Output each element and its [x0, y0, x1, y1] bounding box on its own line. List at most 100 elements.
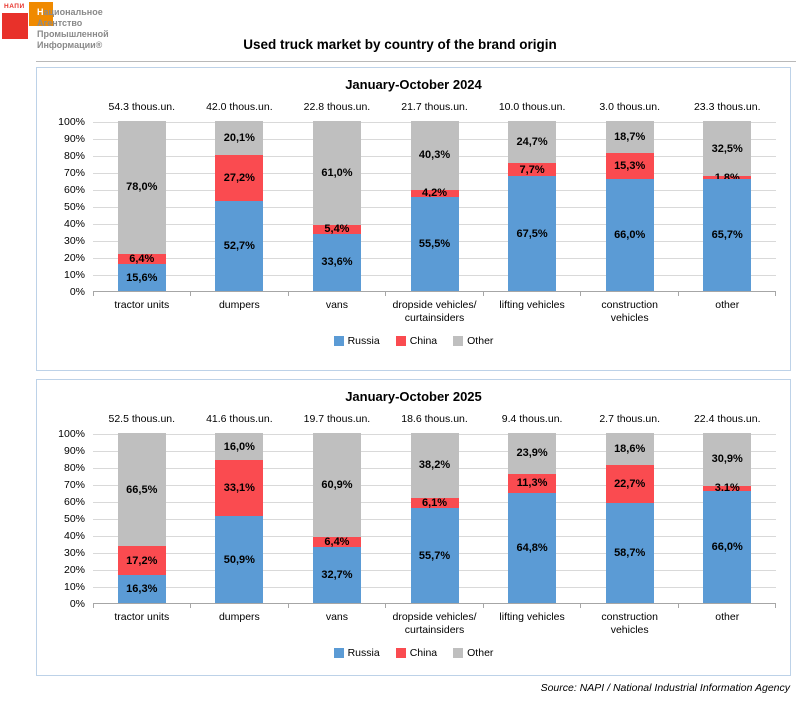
segment-value-label: 78,0% [126, 181, 158, 194]
y-tick-label: 40% [63, 530, 85, 542]
x-category-label: tractor units [93, 611, 191, 636]
legend-item-china: China [395, 335, 438, 347]
bar-segment-other: 20,1% [215, 121, 264, 156]
x-axis-tick [482, 292, 580, 296]
legend-label: Russia [347, 647, 380, 659]
bar-segment-china: 4,2% [410, 187, 459, 199]
bar-column: 23,9% 11,3% 64,8% [483, 433, 581, 603]
x-category-label-line: lifting vehicles [499, 611, 565, 623]
bar-segment-russia: 33,6% [312, 233, 361, 291]
x-axis-tick [580, 604, 677, 608]
gridlines: 66,5% 17,2% 16,3% 16,0% 33,1% 50,9% 60,9% 6,4% 3… [93, 433, 776, 604]
y-tick-label: 90% [63, 133, 85, 145]
x-category-label-line: construction [601, 299, 658, 311]
bar-segment-china: 6,4% [312, 536, 361, 548]
bar-segment-russia: 55,5% [410, 196, 459, 291]
bar-column: 16,0% 33,1% 50,9% [191, 433, 289, 603]
x-category-label-line: other [715, 299, 740, 311]
napi-logo-orange-square-icon [29, 2, 53, 26]
x-category-label: dropside vehicles/curtainsiders [386, 611, 484, 636]
segment-value-label: 52,7% [223, 240, 255, 253]
bar-column: 32,5% 1,8% 65,7% [678, 121, 776, 291]
bar-segment-other: 38,2% [410, 433, 459, 498]
bar-segment-russia: 50,9% [215, 516, 264, 603]
segment-value-label: 50,9% [223, 553, 255, 566]
bar-segment-russia: 66,0% [605, 178, 654, 291]
legend-item-other: Other [453, 335, 493, 347]
y-tick-label: 0% [69, 598, 85, 610]
x-category-label-line: vans [325, 611, 349, 623]
x-category-label: lifting vehicles [483, 611, 581, 636]
x-axis-labels: tractor units dumpers vans dropside vehicle… [37, 611, 790, 636]
stacked-bar: 40,3% 4,2% 55,5% [410, 121, 459, 291]
stacked-bar: 23,9% 11,3% 64,8% [508, 433, 557, 603]
total-label: 2.7 thous.un. [599, 413, 661, 425]
x-category-label-line: tractor units [114, 611, 170, 623]
bar-segment-russia: 66,0% [703, 490, 752, 603]
segment-value-label: 17,2% [126, 554, 158, 567]
segment-value-label: 40,3% [418, 149, 451, 162]
x-category-label: construction vehicles [581, 611, 679, 636]
bar-segment-other: 66,5% [117, 433, 166, 547]
y-tick-label: 10% [63, 581, 85, 593]
segment-value-label: 30,9% [711, 453, 743, 466]
segment-value-label: 66,0% [711, 540, 743, 553]
y-tick-label: 80% [63, 150, 85, 162]
x-category-label: lifting vehicles [483, 299, 581, 324]
bar-segment-china: 22,7% [605, 464, 654, 504]
x-axis-tick [190, 604, 287, 608]
x-category-label: dumpers [191, 299, 289, 324]
x-axis-tick [287, 604, 385, 608]
stacked-bar: 60,9% 6,4% 32,7% [312, 433, 361, 603]
napi-logo-capital-letter: Н [37, 7, 44, 17]
napi-logo-text: Национальное Агентство Промышленной Информа… [37, 7, 109, 51]
y-tick-label: 60% [63, 496, 85, 508]
bar-segment-other: 23,9% [508, 433, 557, 474]
total-label: 23.3 thous.un. [693, 101, 761, 113]
y-tick-label: 60% [63, 184, 85, 196]
stacked-bar: 18,6% 22,7% 58,7% [605, 433, 654, 603]
segment-value-label: 33,1% [223, 482, 255, 495]
total-label: 10.0 thous.un. [498, 101, 566, 113]
x-category-label: other [678, 611, 776, 636]
x-category-label: vans [288, 611, 386, 636]
stacked-bar: 24,7% 7,7% 67,5% [508, 121, 557, 291]
bar-segment-russia: 16,3% [117, 575, 166, 603]
x-category-label-line: vans [325, 299, 349, 311]
bar-segment-china: 15,3% [605, 152, 654, 179]
stacked-bar: 38,2% 6,1% 55,7% [410, 433, 459, 603]
bar-column: 61,0% 5,4% 33,6% [288, 121, 386, 291]
legend: Russia China Other [37, 647, 790, 659]
legend-label: China [409, 335, 438, 347]
bar-column: 78,0% 6,4% 15,6% [93, 121, 191, 291]
segment-value-label: 32,7% [321, 569, 353, 582]
bar-columns: 66,5% 17,2% 16,3% 16,0% 33,1% 50,9% 60,9% 6,4% 3… [93, 433, 776, 603]
total-label: 22.4 thous.un. [693, 413, 761, 425]
legend-label: Other [467, 335, 494, 347]
y-axis: 100% 90% 80% 70% 60% 50% 40% 30% 20% 10% 0% [37, 428, 93, 610]
stacked-bar: 32,5% 1,8% 65,7% [703, 121, 752, 291]
x-category-label: vans [288, 299, 386, 324]
x-category-label: dropside vehicles/curtainsiders [386, 299, 484, 324]
x-category-label-line: tractor units [114, 299, 170, 311]
bar-segment-other: 32,5% [703, 121, 752, 177]
chart-title-2024: January-October 2024 [345, 77, 482, 92]
x-axis-tick [385, 604, 482, 608]
x-category-label-line: dropside vehicles/ [392, 611, 477, 623]
bar-segment-other: 40,3% [410, 121, 459, 190]
x-axis-tick [580, 292, 677, 296]
x-category-label-line: lifting vehicles [499, 299, 565, 311]
segment-value-label: 38,2% [418, 459, 451, 472]
napi-logo-text-line: Агентство [37, 18, 83, 28]
bar-segment-china: 6,1% [410, 497, 459, 509]
segment-value-label: 60,9% [321, 478, 353, 491]
chart-2024: 54.3 thous.un. 42.0 thous.un. 22.8 thous.u… [37, 101, 790, 347]
legend: Russia China Other [37, 335, 790, 347]
segment-value-label: 16,0% [223, 440, 255, 453]
legend-label: Other [467, 647, 494, 659]
x-category-label: tractor units [93, 299, 191, 324]
legend-swatch-russia [333, 648, 344, 658]
segment-value-label: 23,9% [516, 447, 548, 460]
chart-title-2025: January-October 2025 [345, 389, 482, 404]
